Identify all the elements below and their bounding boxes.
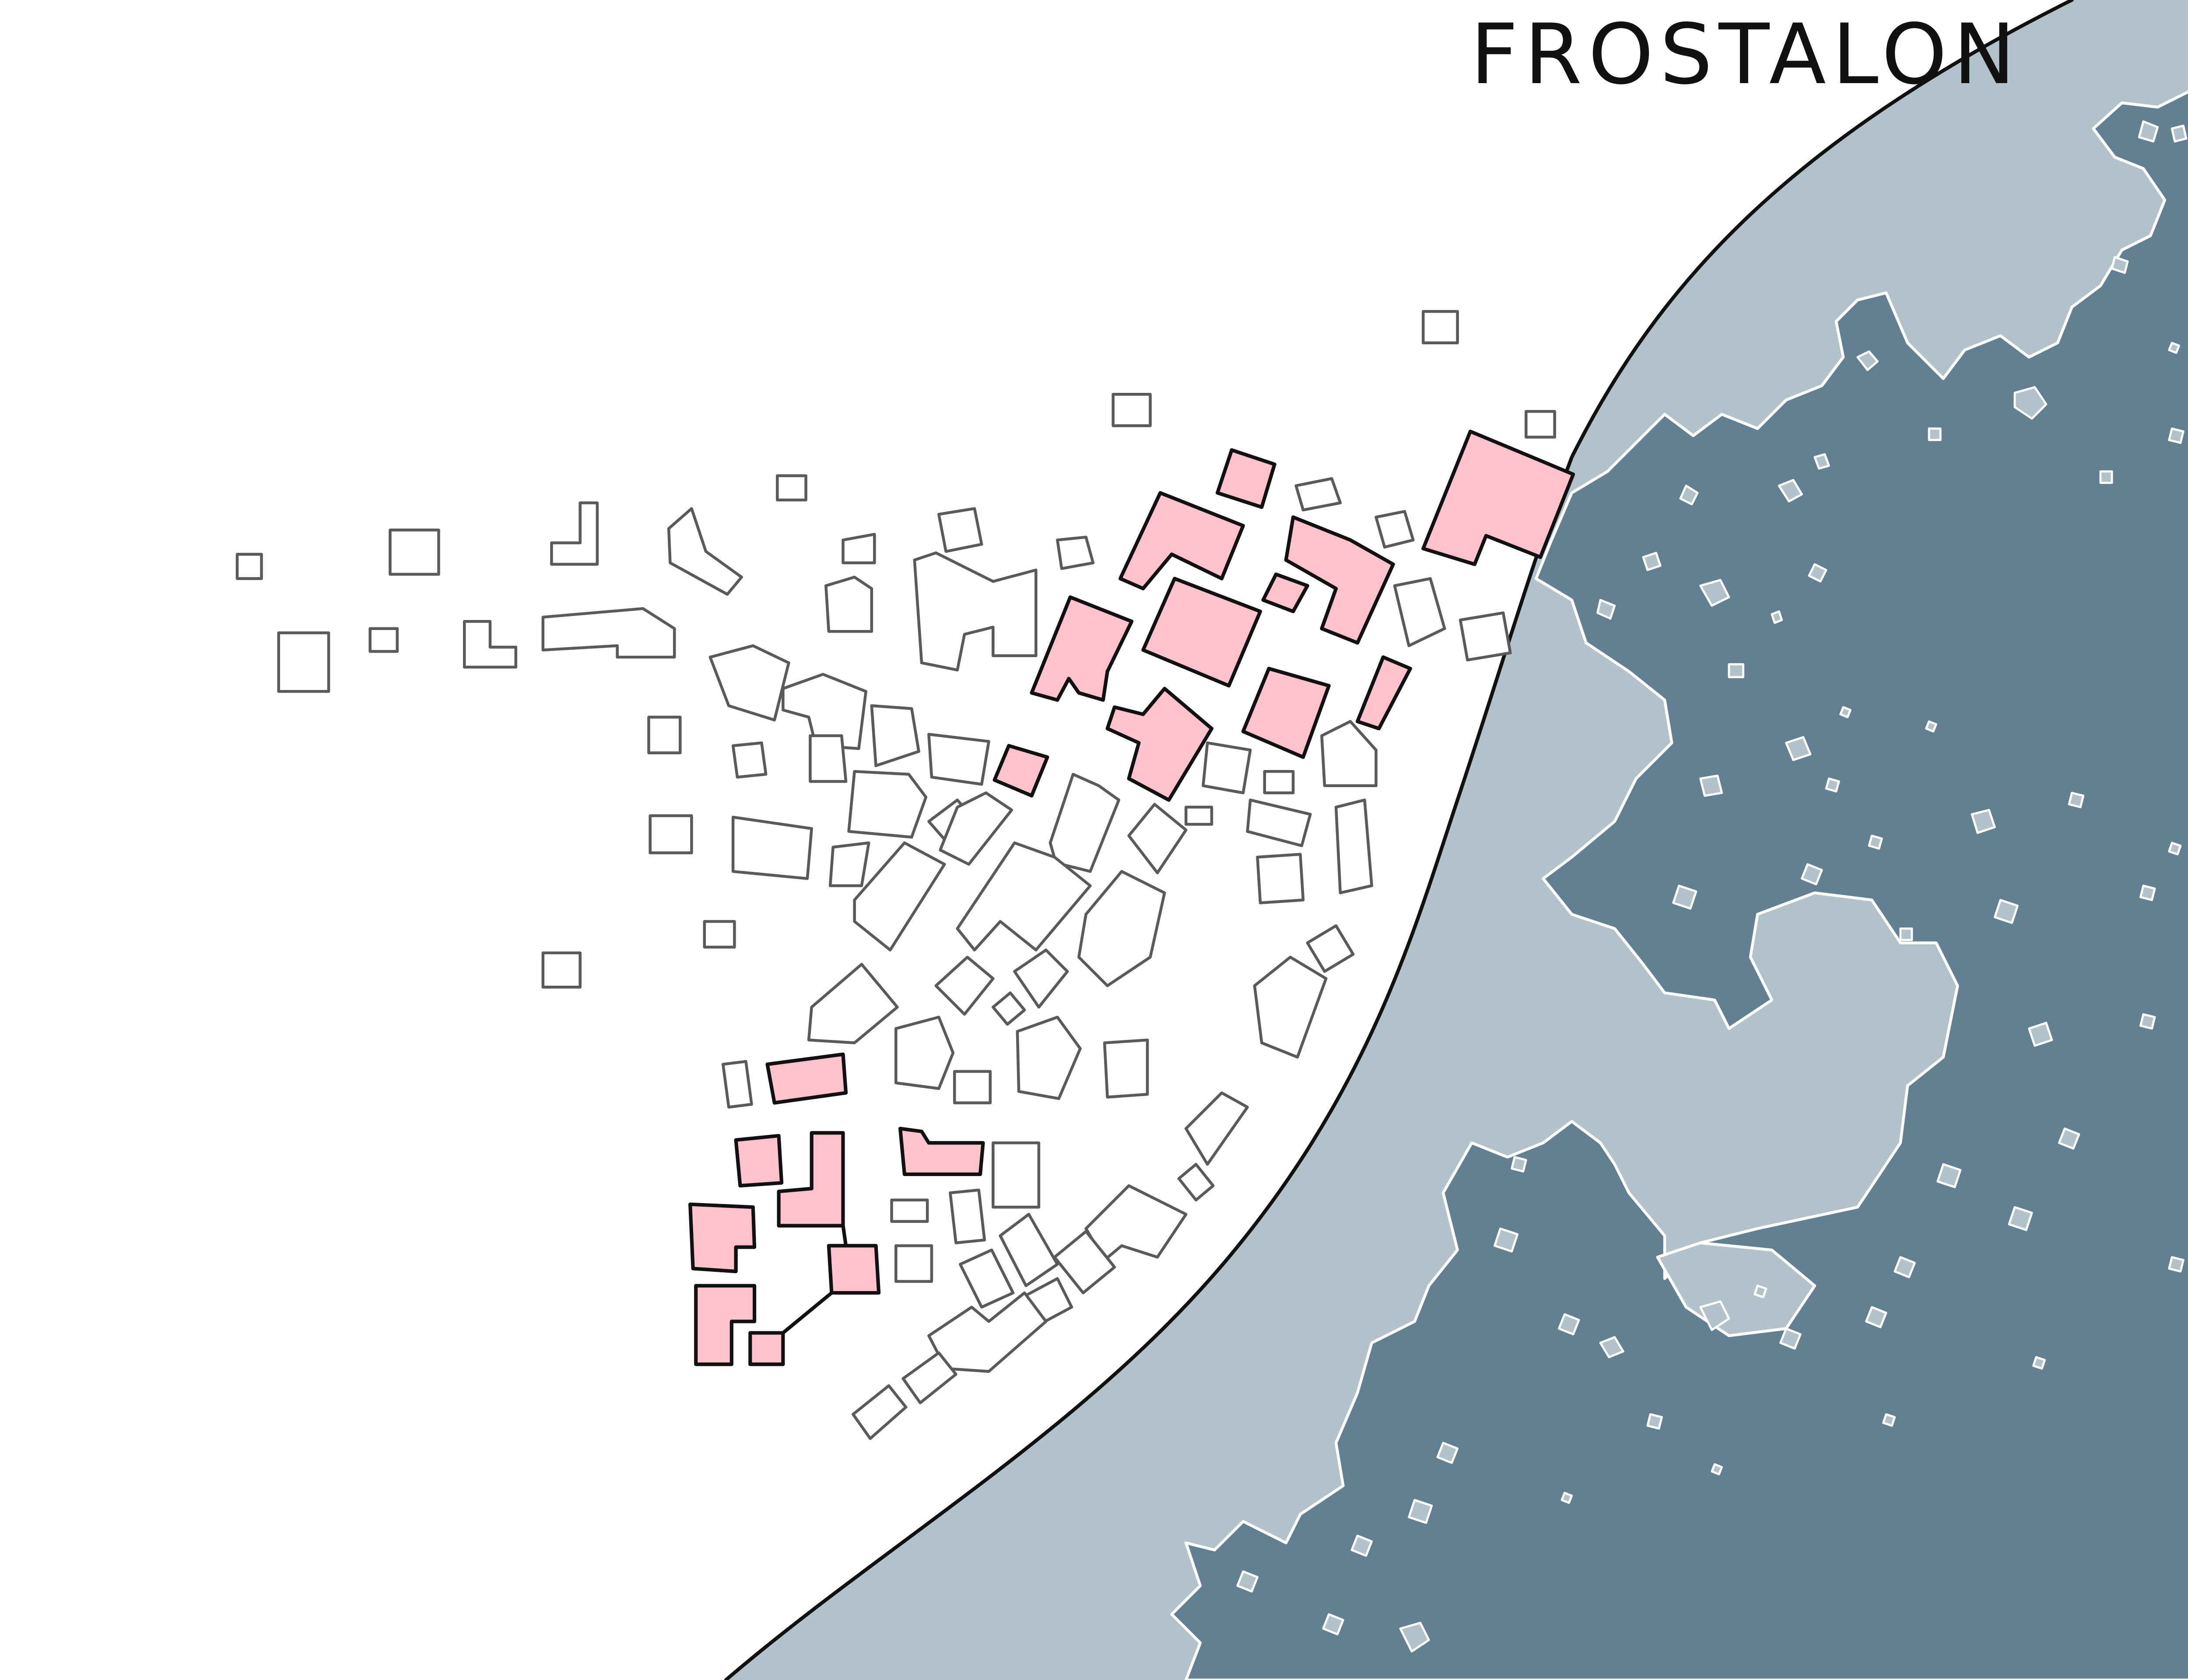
coastline [724,0,2074,1680]
ice-floes [1236,120,2188,1653]
highlighted-buildings [688,430,1575,1366]
buildings [235,310,1556,1440]
town-walls [734,1225,848,1334]
map-title: FROSTALON [1470,6,2022,103]
